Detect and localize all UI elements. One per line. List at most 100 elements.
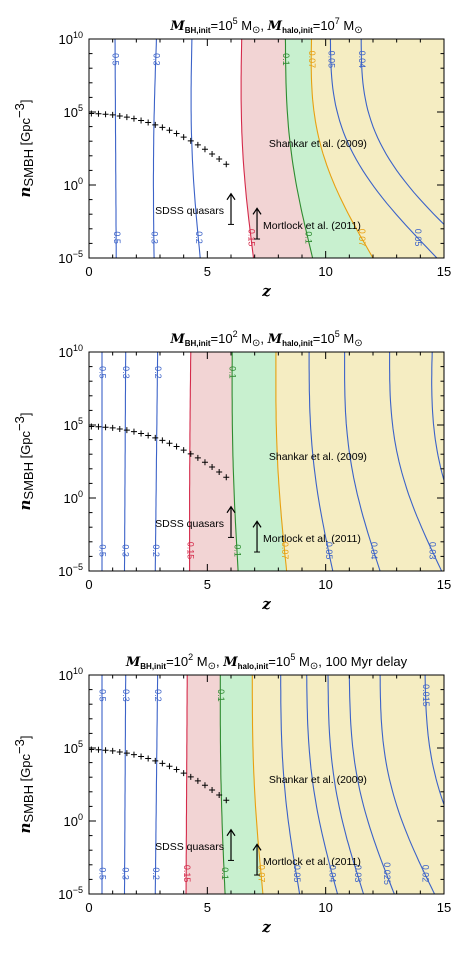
contour-label-0.1: 0.1 <box>303 231 313 244</box>
x-tick-label: 15 <box>437 900 451 915</box>
contour-line-0.3 <box>123 675 127 894</box>
x-tick-label: 0 <box>85 900 92 915</box>
contour-label-0.3: 0.3 <box>120 544 130 557</box>
y-tick-base: 10 <box>58 564 72 579</box>
title-suffix: , 100 Myr delay <box>318 654 407 669</box>
contour-line-0.03 <box>389 352 443 571</box>
data-point <box>159 760 166 767</box>
data-point <box>180 134 187 141</box>
contour-label-0.3: 0.3 <box>121 689 131 702</box>
y-tick-base: 10 <box>64 741 78 756</box>
x-tick-label: 10 <box>318 900 332 915</box>
contour-label-0.2: 0.2 <box>153 689 163 702</box>
contour-label-0.1: 0.1 <box>216 689 226 702</box>
contour-line-0.04 <box>344 352 381 571</box>
contour-line-0.04 <box>306 675 339 894</box>
data-point <box>166 440 173 447</box>
contour-line-0.025 <box>431 352 444 483</box>
y-axis-symbol: n <box>16 500 34 511</box>
data-point <box>138 430 145 437</box>
contour-label-0.07: 0.07 <box>257 865 267 883</box>
plot-frame <box>88 38 445 259</box>
chart-panel-1: 0.5 0.5 0.3 0.3 0.2 0.15 0.1 0.1 0.07 0.07 0.05 0.0… <box>12 16 451 300</box>
data-point <box>159 124 166 131</box>
contour-label-0.02: 0.02 <box>420 865 430 883</box>
chart-title: MBH,init=102 M⊙, Mhalo,init=105 M⊙, 100 … <box>125 652 408 672</box>
contour-line-0.15 <box>240 39 255 258</box>
title-bh-symbol: M <box>169 19 185 34</box>
contour-label-0.3: 0.3 <box>151 53 161 66</box>
contour-line-0.015 <box>424 675 444 807</box>
contour-label-0.5: 0.5 <box>112 231 122 244</box>
data-point <box>201 146 208 153</box>
title-halo-subscript: halo,init <box>238 662 269 671</box>
contour-line-0.1 <box>219 675 226 894</box>
data-point <box>187 773 194 780</box>
contour-label-0.07: 0.07 <box>357 229 367 247</box>
contour-label-0.5: 0.5 <box>98 544 108 557</box>
y-tick-exp: −5 <box>73 562 83 572</box>
y-axis-label: nSMBH [Gpc−3] <box>12 99 36 197</box>
title-halo-unit: M <box>340 18 354 33</box>
contour-label-0.04: 0.04 <box>328 865 338 883</box>
y-tick-base: 10 <box>59 345 73 360</box>
y-tick-label: 100 <box>64 489 83 506</box>
y-tick-exp: 10 <box>73 666 83 676</box>
sdss-label: SDSS quasars <box>155 841 224 853</box>
y-axis-label: nSMBH [Gpc−3] <box>12 735 36 833</box>
contour-label-0.025: 0.025 <box>382 862 392 885</box>
title-bh-exp: 2 <box>188 652 193 662</box>
title-bh-value: =10 <box>211 331 233 346</box>
data-point <box>145 119 152 126</box>
data-point <box>145 755 152 762</box>
y-axis-unit: [Gpc <box>18 430 33 458</box>
x-tick-label: 10 <box>318 577 332 592</box>
y-tick-label: 100 <box>64 812 83 829</box>
y-tick-label: 1010 <box>59 30 83 47</box>
data-point <box>173 130 180 137</box>
title-sun-symbol: ⊙ <box>252 25 260 36</box>
y-axis-unit: [Gpc <box>18 117 33 145</box>
contour-label-0.2: 0.2 <box>151 544 161 557</box>
plot-area: 0.5 0.5 0.3 0.3 0.2 0.15 0.1 0.1 0.07 0.07 0.05 0.0… <box>89 39 444 258</box>
chart-title: MBH,init=102 M⊙, Mhalo,init=105 M⊙ <box>169 329 362 349</box>
sdss-arrow-head <box>226 192 236 201</box>
title-bh-unit: M <box>238 331 252 346</box>
y-tick-base: 10 <box>64 491 78 506</box>
sdss-arrow-head <box>226 828 236 837</box>
data-point <box>102 747 109 754</box>
chart-panel-2: 0.5 0.5 0.3 0.3 0.2 0.2 0.15 0.1 0.1 0.07 0.05 0.04… <box>12 329 451 613</box>
shaded-region-3 <box>275 352 444 571</box>
data-point <box>109 424 116 431</box>
contour-label-0.05: 0.05 <box>326 51 336 69</box>
title-bh-symbol: M <box>169 332 185 347</box>
x-tick-label: 0 <box>85 577 92 592</box>
y-tick-exp: 0 <box>78 176 83 186</box>
contour-line-0.1 <box>231 352 239 571</box>
contour-line-0.04 <box>360 39 444 226</box>
data-point <box>109 111 116 118</box>
title-halo-unit: M <box>340 331 354 346</box>
y-tick-label: 105 <box>64 739 83 756</box>
y-tick-label: 1010 <box>59 343 83 360</box>
contour-line-0.07 <box>275 352 288 571</box>
data-point <box>138 753 145 760</box>
y-tick-exp: 0 <box>78 489 83 499</box>
title-sun-symbol: ⊙ <box>252 338 260 349</box>
y-axis-unit-exp: −3 <box>12 416 27 431</box>
title-bh-exp: 5 <box>233 16 238 26</box>
contour-line-0.025 <box>348 675 395 894</box>
data-point <box>166 127 173 134</box>
contour-label-0.05: 0.05 <box>413 229 423 247</box>
data-point <box>216 792 223 799</box>
contour-label-0.15: 0.15 <box>247 229 257 247</box>
contour-label-0.04: 0.04 <box>369 542 379 560</box>
mortlock-arrow-head <box>252 520 262 528</box>
contour-label-0.3: 0.3 <box>149 231 159 244</box>
data-point <box>201 459 208 466</box>
y-tick-exp: 10 <box>73 343 83 353</box>
contour-line-0.2 <box>190 39 201 258</box>
data-point <box>194 141 201 148</box>
contour-line-0.03 <box>327 675 365 894</box>
contour-line-0.07 <box>310 39 374 258</box>
